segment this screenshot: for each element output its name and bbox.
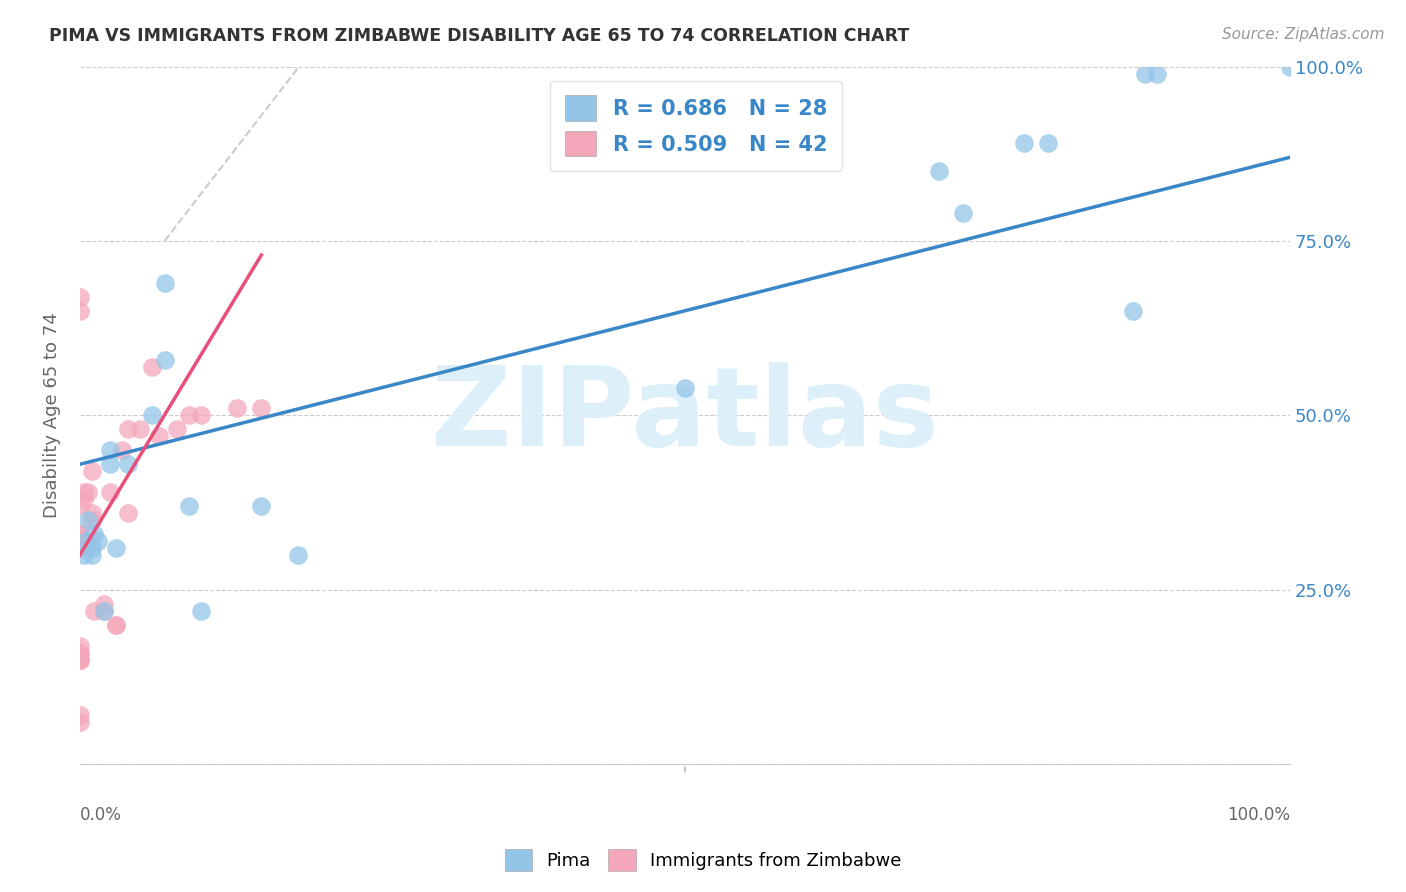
Point [1279,60,1302,74]
Point [87,534,110,549]
Point [69,715,91,730]
Point [98,443,121,458]
Point [69,534,91,549]
Point [1133,66,1156,80]
Point [69,541,91,555]
Point [69,646,91,660]
Point [69,534,91,549]
Point [98,485,121,500]
Point [69,499,91,513]
Point [129,422,152,436]
Point [141,409,163,423]
Point [952,206,974,220]
Y-axis label: Disability Age 65 to 74: Disability Age 65 to 74 [44,312,60,518]
Point [98,457,121,471]
Point [69,639,91,653]
Point [83,527,105,541]
Point [226,401,249,416]
Point [69,541,91,555]
Point [111,443,134,458]
Point [75,534,97,549]
Point [69,708,91,723]
Point [190,604,212,618]
Point [80,513,103,527]
Point [69,652,91,666]
Point [80,506,103,520]
Point [69,527,91,541]
Text: ZIPatlas: ZIPatlas [432,362,939,469]
Point [190,409,212,423]
Point [177,409,200,423]
Point [105,617,128,632]
Text: 100.0%: 100.0% [1227,806,1291,824]
Legend: R = 0.686   N = 28, R = 0.509   N = 42: R = 0.686 N = 28, R = 0.509 N = 42 [550,80,842,171]
Point [77,513,100,527]
Point [72,548,94,562]
Point [93,604,115,618]
Point [1036,136,1059,151]
Point [80,541,103,555]
Point [75,534,97,549]
Point [117,457,139,471]
Point [287,548,309,562]
Point [1146,66,1168,80]
Point [75,541,97,555]
Point [83,604,105,618]
Point [250,499,273,513]
Point [1122,303,1144,318]
Point [105,541,128,555]
Point [69,527,91,541]
Legend: Pima, Immigrants from Zimbabwe: Pima, Immigrants from Zimbabwe [498,842,908,879]
Point [80,548,103,562]
Text: Source: ZipAtlas.com: Source: ZipAtlas.com [1222,27,1385,42]
Point [69,646,91,660]
Point [928,164,950,178]
Point [69,652,91,666]
Text: PIMA VS IMMIGRANTS FROM ZIMBABWE DISABILITY AGE 65 TO 74 CORRELATION CHART: PIMA VS IMMIGRANTS FROM ZIMBABWE DISABIL… [49,27,910,45]
Point [69,303,91,318]
Point [153,276,176,290]
Point [673,380,696,394]
Point [153,352,176,367]
Point [77,485,100,500]
Point [80,464,103,478]
Point [141,359,163,374]
Point [166,422,188,436]
Point [250,401,273,416]
Point [93,604,115,618]
Point [105,617,128,632]
Text: 0.0%: 0.0% [80,806,122,824]
Point [69,652,91,666]
Point [1012,136,1035,151]
Point [72,485,94,500]
Point [72,492,94,507]
Point [177,499,200,513]
Point [117,422,139,436]
Point [69,290,91,304]
Point [117,506,139,520]
Point [93,597,115,611]
Point [148,429,170,443]
